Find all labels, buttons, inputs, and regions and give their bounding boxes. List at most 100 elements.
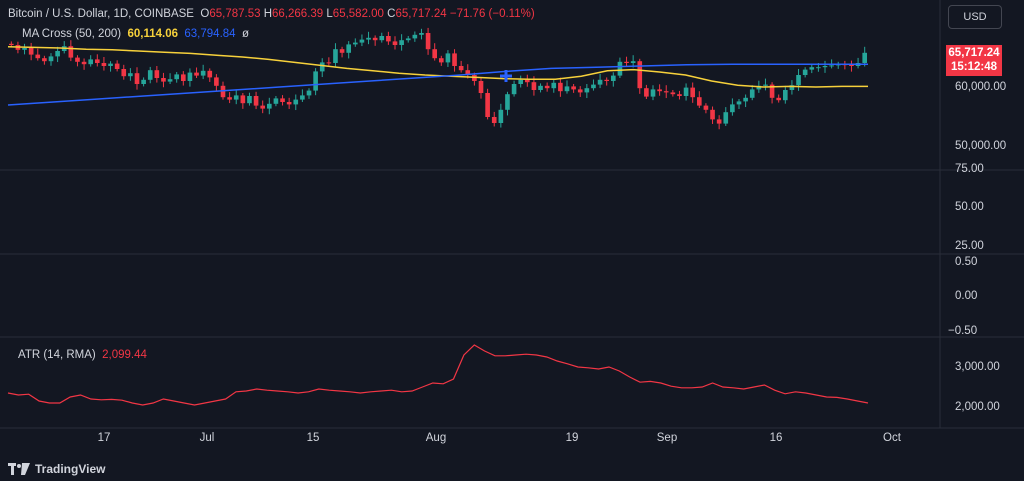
candle-body (75, 57, 80, 62)
candle-body (829, 65, 834, 67)
open-value: 65,787.53 (209, 8, 261, 20)
candle-body (94, 59, 100, 63)
osc-axis-label: 50.00 (955, 201, 984, 213)
candle-body (114, 63, 120, 69)
candle-body (8, 43, 14, 45)
candle-body (326, 62, 332, 64)
candle-body (101, 63, 107, 66)
hidden-icon[interactable]: ø (241, 28, 249, 40)
candle-body (55, 51, 60, 57)
osc-axis-label: 0.00 (955, 290, 978, 302)
last-price: 65,717.24 (948, 47, 1000, 59)
atr-legend[interactable]: ATR (14, RMA) 2,099.44 (18, 349, 147, 361)
candle-body (796, 75, 801, 86)
candle-body (240, 95, 246, 104)
candle-body (597, 79, 603, 85)
time-axis-label: Aug (425, 432, 447, 444)
candle-body (438, 58, 444, 63)
candle-body (154, 70, 160, 78)
candle-body (134, 73, 140, 84)
candle-body (749, 89, 755, 98)
ma50-line (7, 46, 868, 88)
candle-body (425, 33, 431, 50)
candle-body (88, 59, 94, 65)
candle-body (346, 44, 352, 53)
tradingview-logo[interactable]: TradingView (8, 462, 105, 476)
tradingview-wordmark: TradingView (35, 462, 106, 476)
candle-body (650, 89, 656, 97)
candle-body (696, 97, 702, 106)
candle-body (663, 91, 669, 93)
ma200-value: 63,794.84 (184, 28, 236, 40)
atr-name[interactable]: ATR (14, RMA) (18, 349, 96, 361)
candle-body (524, 79, 530, 83)
candle-body (716, 119, 722, 124)
candle-body (194, 72, 199, 76)
candle-body (544, 85, 550, 89)
candle-body (452, 53, 457, 66)
candle-body (637, 61, 643, 89)
candle-body (822, 66, 828, 68)
candle-body (571, 86, 576, 90)
candle-body (174, 74, 180, 80)
candle-body (419, 33, 424, 35)
high-label: H (263, 8, 273, 20)
candle-body (233, 95, 239, 100)
candle-body (624, 61, 629, 63)
candle-body (683, 87, 689, 96)
candle-body (247, 96, 252, 104)
candle-body (379, 36, 385, 41)
candle-body (677, 94, 682, 96)
candle-body (207, 70, 213, 78)
candle-body (505, 94, 510, 110)
candle-body (141, 79, 146, 84)
currency-button[interactable]: USD (948, 5, 1002, 29)
ma-indicator-name[interactable]: MA Cross (50, 200) (22, 28, 122, 40)
candle-body (584, 88, 590, 93)
candle-body (313, 71, 318, 91)
candle-body (491, 117, 497, 123)
low-label: L (326, 8, 333, 20)
candle-body (743, 97, 748, 102)
candle-body (333, 49, 338, 63)
time-axis-label: 16 (769, 432, 783, 444)
osc-axis-label: 25.00 (955, 240, 984, 252)
candle-body (352, 42, 358, 45)
candle-body (756, 85, 762, 90)
candle-body (161, 78, 166, 82)
candle-body (48, 56, 54, 62)
candle-body (604, 79, 610, 81)
atr-value: 2,099.44 (102, 349, 147, 361)
candle-body (809, 67, 815, 70)
candle-body (736, 101, 742, 105)
candle-body (399, 40, 404, 45)
ma-indicator-legend[interactable]: MA Cross (50, 200) 60,114.06 63,794.84 ø (22, 28, 249, 40)
candle-body (35, 54, 41, 59)
candle-body (280, 98, 285, 102)
candle-body (802, 69, 808, 75)
candle-body (564, 86, 570, 92)
symbol-title[interactable]: Bitcoin / U.S. Dollar, 1D, COINBASE (8, 8, 194, 20)
candle-body (782, 90, 788, 101)
atr-line (7, 344, 869, 406)
time-axis-label: Sep (656, 432, 678, 444)
candle-body (214, 77, 219, 86)
candle-body (518, 79, 524, 84)
candle-body (445, 53, 451, 63)
candle-body (128, 73, 133, 77)
low-value: 65,582.00 (332, 8, 384, 20)
candle-body (776, 97, 782, 101)
candle-body (789, 85, 795, 90)
candle-body (558, 82, 563, 92)
candle-body (538, 85, 543, 90)
candle-body (227, 97, 232, 100)
candle-body (319, 62, 325, 72)
candle-body (286, 102, 292, 105)
last-price-badge: 65,717.24 15:12:48 (946, 45, 1002, 76)
candle-body (372, 37, 378, 41)
candle-body (465, 70, 471, 75)
candle-body (28, 48, 34, 55)
candle-body (359, 39, 365, 43)
candle-body (392, 41, 398, 45)
